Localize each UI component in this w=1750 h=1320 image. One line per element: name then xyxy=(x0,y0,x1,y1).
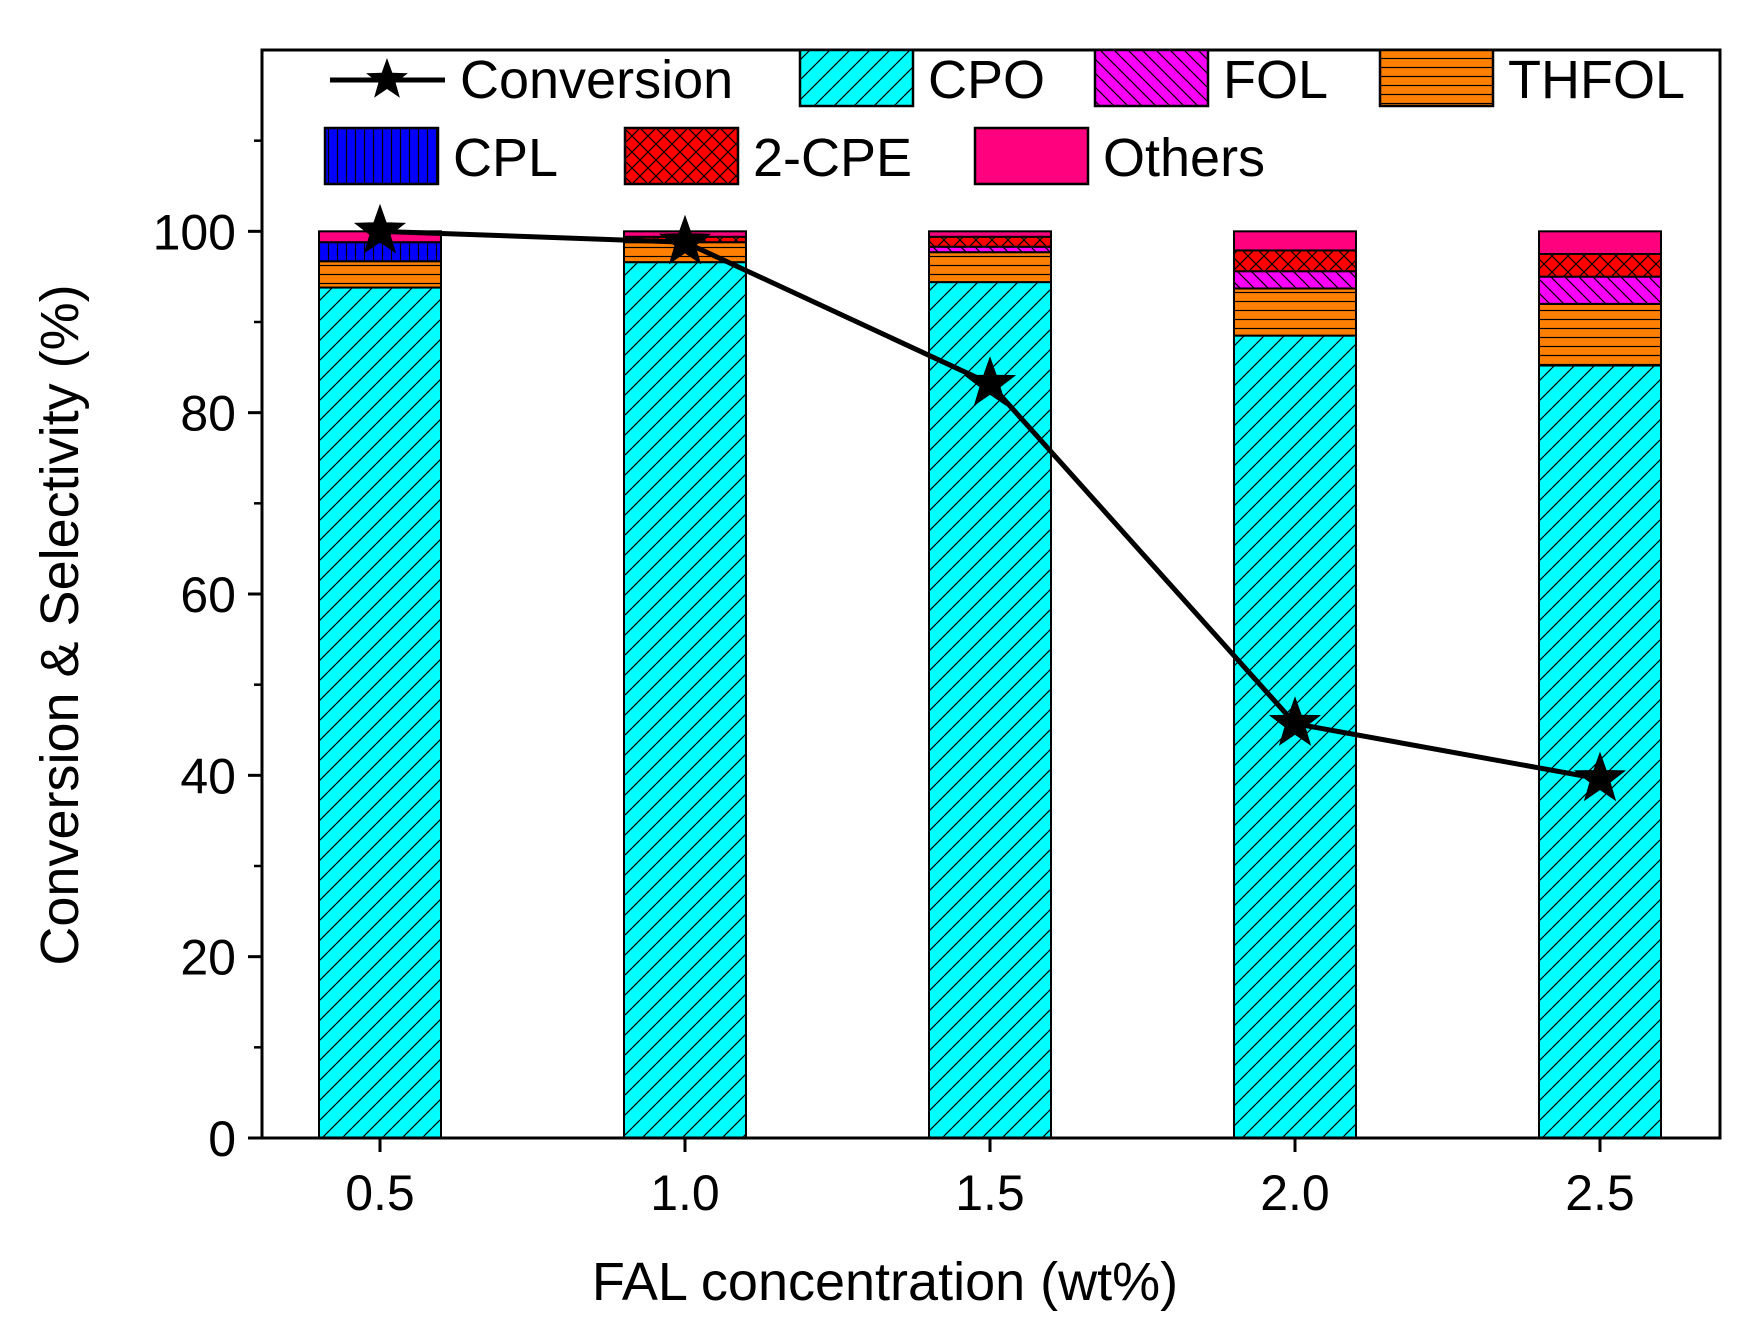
bar-2-cpe-2.5 xyxy=(1538,253,1662,278)
bar-others-2.0 xyxy=(1233,230,1357,252)
conversion-point-0.5 xyxy=(353,203,407,254)
bar-2-cpe-1.5 xyxy=(928,235,1052,248)
legend-swatch-2-cpe xyxy=(623,126,740,186)
legend-label-conversion: Conversion xyxy=(460,50,733,110)
bar-cpo-2.0 xyxy=(1233,334,1357,1140)
bar-2-cpe-2.0 xyxy=(1233,249,1357,273)
conversion-series xyxy=(353,203,1627,802)
bar-cpo-1.0 xyxy=(623,261,747,1140)
legend-swatch-others xyxy=(973,126,1090,186)
legend-swatch-thfol xyxy=(1378,48,1495,108)
bar-cpl-0.5 xyxy=(318,241,442,263)
x-tick-label: 1.5 xyxy=(955,1165,1025,1221)
y-tick-label: 60 xyxy=(180,567,236,623)
y-tick-label: 100 xyxy=(153,204,236,260)
conversion-point-1.5 xyxy=(963,356,1017,406)
x-tick-label: 2.0 xyxy=(1260,1165,1330,1221)
bar-thfol-0.5 xyxy=(318,260,442,289)
legend-label-others: Others xyxy=(1103,128,1265,188)
y-tick-label: 80 xyxy=(180,386,236,442)
legend-label-fol: FOL xyxy=(1223,50,1328,110)
legend-conversion-star xyxy=(366,58,408,98)
legend: Conversion CPO FOL THFOL CPL 2-CPE Others xyxy=(323,48,1685,188)
axes: 0 20 40 60 80 100 0.5 1.0 1.5 2.0 2.5 xyxy=(153,48,1722,1221)
legend-swatch-cpo xyxy=(798,48,915,108)
x-axis-title: FAL concentration (wt%) xyxy=(592,1252,1178,1312)
x-tick-label: 2.5 xyxy=(1565,1165,1635,1221)
conversion-point-1.0 xyxy=(658,214,712,265)
bar-stacks xyxy=(318,230,1662,1140)
legend-label-2-cpe: 2-CPE xyxy=(753,128,912,188)
legend-swatch-cpl xyxy=(323,126,440,186)
y-tick-label: 40 xyxy=(180,748,236,804)
bar-thfol-1.5 xyxy=(928,251,1052,284)
bar-cpo-0.5 xyxy=(318,286,442,1139)
y-tick-label: 20 xyxy=(180,930,236,986)
bar-fol-2.5 xyxy=(1538,275,1662,305)
bar-cpo-1.5 xyxy=(928,281,1052,1139)
y-axis-title: Conversion & Selectivity (%) xyxy=(30,284,90,965)
legend-label-cpl: CPL xyxy=(453,128,558,188)
legend-label-thfol: THFOL xyxy=(1508,50,1685,110)
x-tick-label: 1.0 xyxy=(650,1165,720,1221)
conversion-point-2.0 xyxy=(1268,696,1322,746)
legend-swatch-fol xyxy=(1093,48,1210,108)
x-tick-label: 0.5 xyxy=(345,1165,415,1221)
bar-fol-2.0 xyxy=(1233,270,1357,290)
legend-label-cpo: CPO xyxy=(928,50,1045,110)
bar-others-2.5 xyxy=(1538,230,1662,255)
conversion-point-2.5 xyxy=(1573,751,1627,802)
bar-others-1.5 xyxy=(928,230,1052,238)
bar-thfol-2.0 xyxy=(1233,287,1357,337)
y-tick-label: 0 xyxy=(208,1111,236,1167)
bar-thfol-2.5 xyxy=(1538,302,1662,367)
